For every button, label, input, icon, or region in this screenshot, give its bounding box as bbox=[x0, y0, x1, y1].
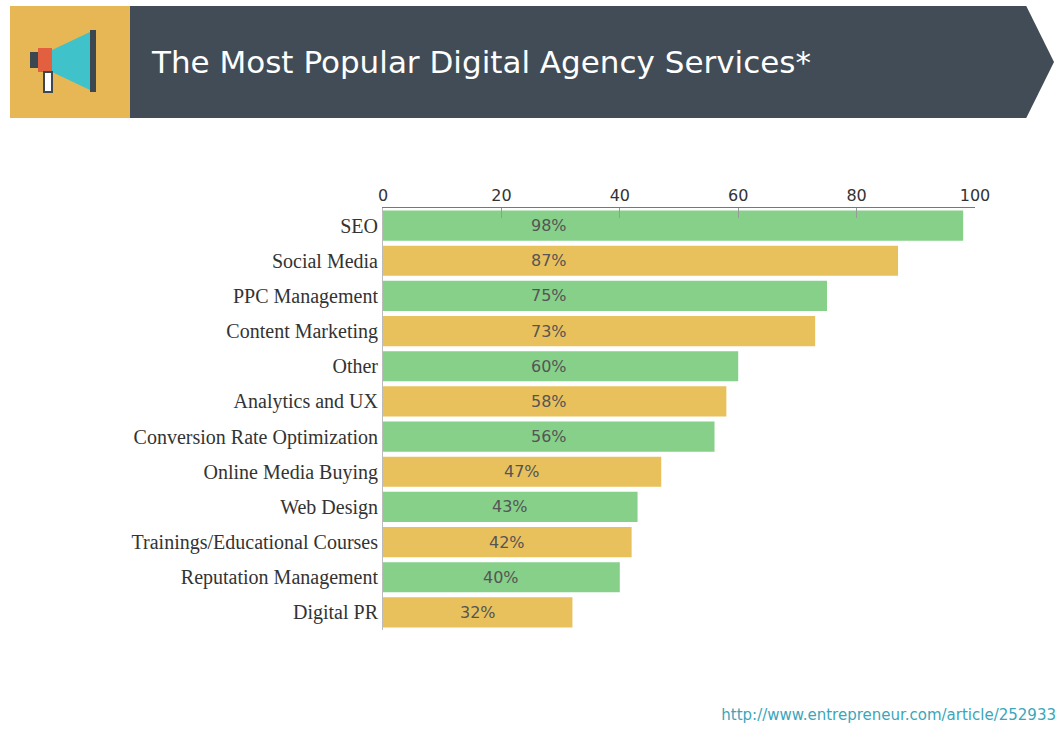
svg-text:42%: 42% bbox=[489, 533, 525, 552]
svg-text:56%: 56% bbox=[531, 427, 567, 446]
svg-text:40: 40 bbox=[610, 186, 630, 205]
svg-text:Other: Other bbox=[332, 355, 378, 377]
svg-text:0: 0 bbox=[378, 186, 388, 205]
svg-text:80: 80 bbox=[846, 186, 866, 205]
svg-text:47%: 47% bbox=[504, 462, 540, 481]
html-text:The Most Popular Digital Agenc: The Most Popular Digital Agency Services… bbox=[152, 44, 811, 80]
svg-text:32%: 32% bbox=[460, 603, 496, 622]
svg-text:Analytics and UX: Analytics and UX bbox=[234, 390, 379, 413]
svg-text:Conversion Rate Optimization: Conversion Rate Optimization bbox=[134, 426, 378, 449]
svg-text:100: 100 bbox=[960, 186, 991, 205]
svg-text:60%: 60% bbox=[531, 357, 567, 376]
svg-text:98%: 98% bbox=[531, 216, 567, 235]
svg-text:Reputation Management: Reputation Management bbox=[181, 566, 379, 589]
svg-text:PPC Management: PPC Management bbox=[233, 285, 378, 308]
svg-text:87%: 87% bbox=[531, 251, 567, 270]
svg-text:Digital PR: Digital PR bbox=[293, 601, 379, 624]
svg-text:58%: 58% bbox=[531, 392, 567, 411]
svg-text:Web Design: Web Design bbox=[280, 496, 378, 519]
html-text:http://www.entrepreneur.com/ar: http://www.entrepreneur.com/article/2529… bbox=[721, 706, 1056, 724]
svg-text:75%: 75% bbox=[531, 286, 567, 305]
svg-text:60: 60 bbox=[728, 186, 748, 205]
svg-text:SEO: SEO bbox=[340, 215, 378, 237]
svg-text:Social Media: Social Media bbox=[272, 250, 378, 272]
svg-text:40%: 40% bbox=[483, 568, 519, 587]
svg-text:Content Marketing: Content Marketing bbox=[226, 320, 378, 343]
svg-text:43%: 43% bbox=[492, 497, 528, 516]
svg-text:Trainings/Educational Courses: Trainings/Educational Courses bbox=[132, 531, 379, 554]
svg-text:20: 20 bbox=[491, 186, 511, 205]
svg-text:Online Media Buying: Online Media Buying bbox=[204, 461, 378, 484]
svg-text:73%: 73% bbox=[531, 322, 567, 341]
